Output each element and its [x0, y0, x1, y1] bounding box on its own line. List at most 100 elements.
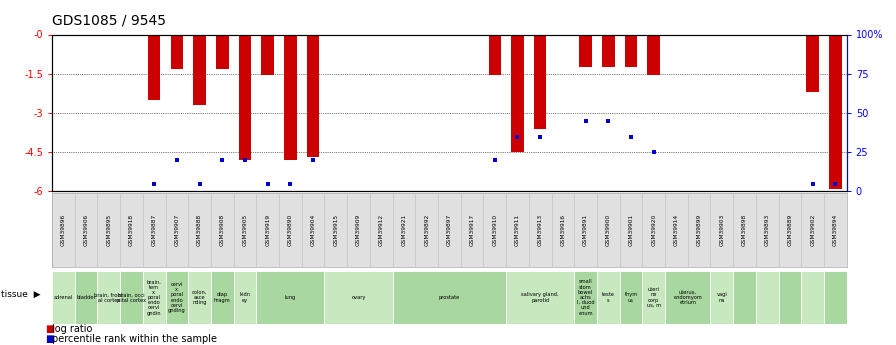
Text: GSM39894: GSM39894 — [833, 214, 838, 246]
Text: adrenal: adrenal — [54, 295, 73, 300]
Text: lung: lung — [285, 295, 296, 300]
Text: brain, occi
pital cortex: brain, occi pital cortex — [117, 293, 146, 303]
Text: GSM39915: GSM39915 — [333, 214, 339, 246]
Text: diap
hragm: diap hragm — [214, 293, 230, 303]
Bar — [194, 34, 206, 105]
Text: uterus,
endomyom
etrium: uterus, endomyom etrium — [673, 290, 702, 305]
Text: ovary: ovary — [351, 295, 366, 300]
Bar — [238, 34, 251, 160]
FancyBboxPatch shape — [711, 271, 733, 324]
FancyBboxPatch shape — [211, 271, 234, 324]
Text: GSM39887: GSM39887 — [151, 214, 157, 246]
FancyBboxPatch shape — [620, 271, 642, 324]
FancyBboxPatch shape — [824, 271, 847, 324]
Text: bladder: bladder — [76, 295, 96, 300]
Text: GSM39900: GSM39900 — [606, 214, 611, 246]
Text: GSM39889: GSM39889 — [788, 214, 792, 246]
Text: GSM39908: GSM39908 — [220, 214, 225, 246]
Text: GSM39918: GSM39918 — [129, 214, 134, 246]
Text: GSM39898: GSM39898 — [742, 214, 747, 246]
Text: GSM39905: GSM39905 — [243, 214, 247, 246]
Text: GSM39891: GSM39891 — [583, 214, 588, 246]
Bar — [648, 34, 660, 75]
Text: GSM39914: GSM39914 — [674, 214, 679, 246]
FancyBboxPatch shape — [256, 271, 324, 324]
Text: GSM39921: GSM39921 — [401, 214, 407, 246]
Text: GSM39909: GSM39909 — [356, 214, 361, 246]
FancyBboxPatch shape — [74, 271, 98, 324]
Text: GSM39901: GSM39901 — [628, 214, 633, 246]
Text: GSM39893: GSM39893 — [765, 214, 770, 246]
Text: GSM39920: GSM39920 — [651, 214, 656, 246]
FancyBboxPatch shape — [120, 271, 142, 324]
Text: cervi
x,
poral
endo
cervi
gnding: cervi x, poral endo cervi gnding — [168, 282, 185, 313]
Bar — [488, 34, 501, 75]
Text: GSM39904: GSM39904 — [311, 214, 315, 246]
Text: GSM39906: GSM39906 — [83, 214, 89, 246]
Text: brain, front
al cortex: brain, front al cortex — [94, 293, 123, 303]
Text: uteri
ne
corp
us, m: uteri ne corp us, m — [647, 287, 660, 308]
Text: small
stom
bowel
achs
l, duod
und
enum: small stom bowel achs l, duod und enum — [577, 279, 594, 316]
Bar — [148, 34, 160, 100]
Bar — [216, 34, 228, 69]
Text: GSM39907: GSM39907 — [175, 214, 179, 246]
FancyBboxPatch shape — [188, 271, 211, 324]
Text: brain,
tem
x,
poral
endo
cervi
gndin: brain, tem x, poral endo cervi gndin — [147, 279, 161, 316]
FancyBboxPatch shape — [597, 271, 620, 324]
Text: vagi
na: vagi na — [717, 293, 728, 303]
Text: salivary gland,
parotid: salivary gland, parotid — [521, 293, 559, 303]
Bar — [306, 34, 319, 157]
Text: GSM39897: GSM39897 — [447, 214, 452, 246]
FancyBboxPatch shape — [756, 271, 779, 324]
Bar — [534, 34, 547, 129]
FancyBboxPatch shape — [779, 271, 801, 324]
Bar — [602, 34, 615, 67]
Text: GSM39899: GSM39899 — [696, 214, 702, 246]
FancyBboxPatch shape — [642, 271, 665, 324]
FancyBboxPatch shape — [98, 271, 120, 324]
Text: GSM39910: GSM39910 — [492, 214, 497, 246]
Text: GSM39896: GSM39896 — [61, 214, 65, 246]
FancyBboxPatch shape — [52, 271, 74, 324]
Bar — [580, 34, 592, 67]
Text: log ratio: log ratio — [52, 325, 92, 334]
Text: GSM39890: GSM39890 — [288, 214, 293, 246]
Bar — [806, 34, 819, 92]
Text: GSM39912: GSM39912 — [379, 214, 383, 246]
Bar — [262, 34, 274, 75]
Text: GSM39911: GSM39911 — [515, 214, 520, 246]
Text: kidn
ey: kidn ey — [239, 293, 251, 303]
FancyBboxPatch shape — [506, 271, 574, 324]
FancyBboxPatch shape — [166, 271, 188, 324]
Text: GSM39903: GSM39903 — [719, 214, 724, 246]
Bar — [284, 34, 297, 160]
Text: GSM39892: GSM39892 — [424, 214, 429, 246]
FancyBboxPatch shape — [665, 271, 711, 324]
FancyBboxPatch shape — [801, 271, 824, 324]
Text: GSM39916: GSM39916 — [560, 214, 565, 246]
Text: colon,
asce
nding: colon, asce nding — [192, 290, 207, 305]
Text: prostate: prostate — [439, 295, 460, 300]
Text: GSM39917: GSM39917 — [470, 214, 475, 246]
Text: GSM39888: GSM39888 — [197, 214, 202, 246]
FancyBboxPatch shape — [234, 271, 256, 324]
FancyBboxPatch shape — [574, 271, 597, 324]
Text: GSM39913: GSM39913 — [538, 214, 543, 246]
Text: GSM39902: GSM39902 — [810, 214, 815, 246]
Text: GSM39919: GSM39919 — [265, 214, 271, 246]
Text: GSM39895: GSM39895 — [107, 214, 111, 246]
FancyBboxPatch shape — [733, 271, 756, 324]
Bar — [512, 34, 523, 152]
Text: GDS1085 / 9545: GDS1085 / 9545 — [52, 14, 166, 28]
Text: ■: ■ — [45, 325, 54, 334]
FancyBboxPatch shape — [324, 271, 392, 324]
Bar — [829, 34, 841, 189]
Text: percentile rank within the sample: percentile rank within the sample — [52, 334, 217, 344]
FancyBboxPatch shape — [392, 271, 506, 324]
Text: tissue  ▶: tissue ▶ — [1, 290, 40, 299]
Text: teste
s: teste s — [602, 293, 615, 303]
Text: thym
us: thym us — [625, 293, 638, 303]
Text: ■: ■ — [45, 334, 54, 344]
Bar — [170, 34, 183, 69]
Bar — [625, 34, 637, 67]
